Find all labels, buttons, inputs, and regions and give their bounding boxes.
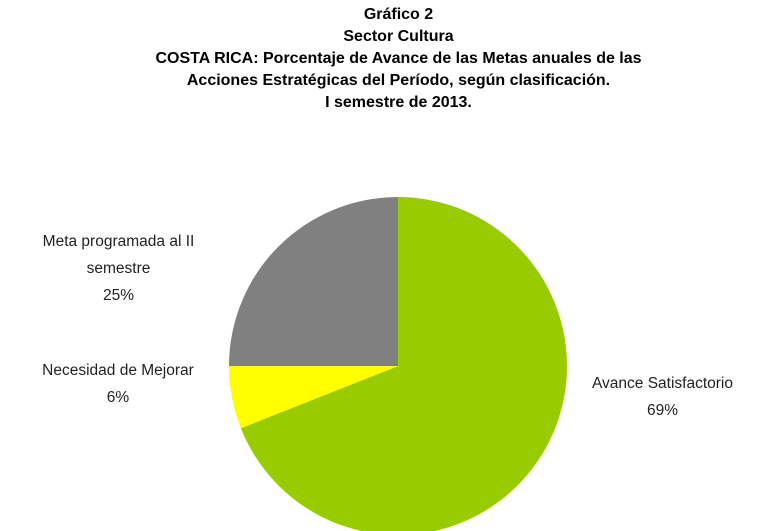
slice-label: Necesidad de Mejorar 6%	[0, 357, 236, 411]
chart-title: I semestre de 2013.	[325, 94, 472, 111]
value-label: 69%	[646, 402, 679, 419]
chart-title: Acciones Estratégicas del Período, según…	[186, 72, 611, 89]
pie-slice	[240, 197, 567, 531]
pie-slice	[229, 197, 398, 366]
chart-title: Sector Cultura	[343, 28, 454, 45]
chart-title: COSTA RICA: Porcentaje de Avance de las …	[155, 50, 642, 67]
slice-label: Avance Satisfactorio 69%	[560, 370, 765, 424]
chart-title: Gráfico 2	[363, 6, 434, 23]
category-label: Meta programada al II semestre	[42, 233, 195, 277]
slice-label: Meta programada al II semestre 25%	[36, 228, 201, 309]
value-label: 6%	[106, 389, 130, 406]
category-label: Avance Satisfactorio	[591, 375, 733, 392]
value-label: 25%	[102, 287, 135, 304]
pie-slice	[229, 366, 398, 429]
category-label: Necesidad de Mejorar	[42, 362, 194, 379]
